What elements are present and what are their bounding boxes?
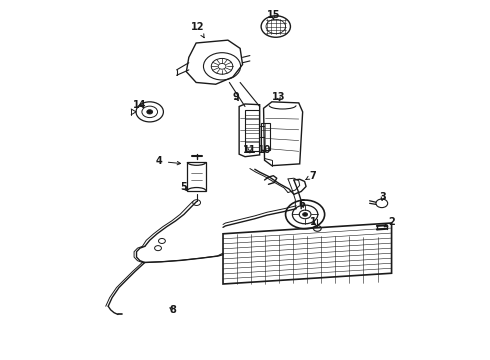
- Text: 8: 8: [169, 305, 176, 315]
- Circle shape: [303, 213, 308, 216]
- Text: 2: 2: [384, 217, 395, 227]
- Circle shape: [147, 110, 153, 114]
- Text: 10: 10: [258, 145, 271, 155]
- Text: 12: 12: [191, 22, 205, 38]
- Text: 7: 7: [306, 171, 316, 181]
- Text: 13: 13: [271, 92, 285, 102]
- Text: 9: 9: [233, 92, 240, 102]
- Text: 3: 3: [379, 192, 386, 202]
- Text: 5: 5: [180, 182, 187, 192]
- Text: 1: 1: [310, 217, 317, 227]
- Text: 4: 4: [156, 156, 181, 166]
- Text: 6: 6: [298, 199, 305, 210]
- Text: 15: 15: [267, 10, 280, 20]
- Text: 11: 11: [243, 145, 257, 155]
- Text: 14: 14: [133, 100, 146, 110]
